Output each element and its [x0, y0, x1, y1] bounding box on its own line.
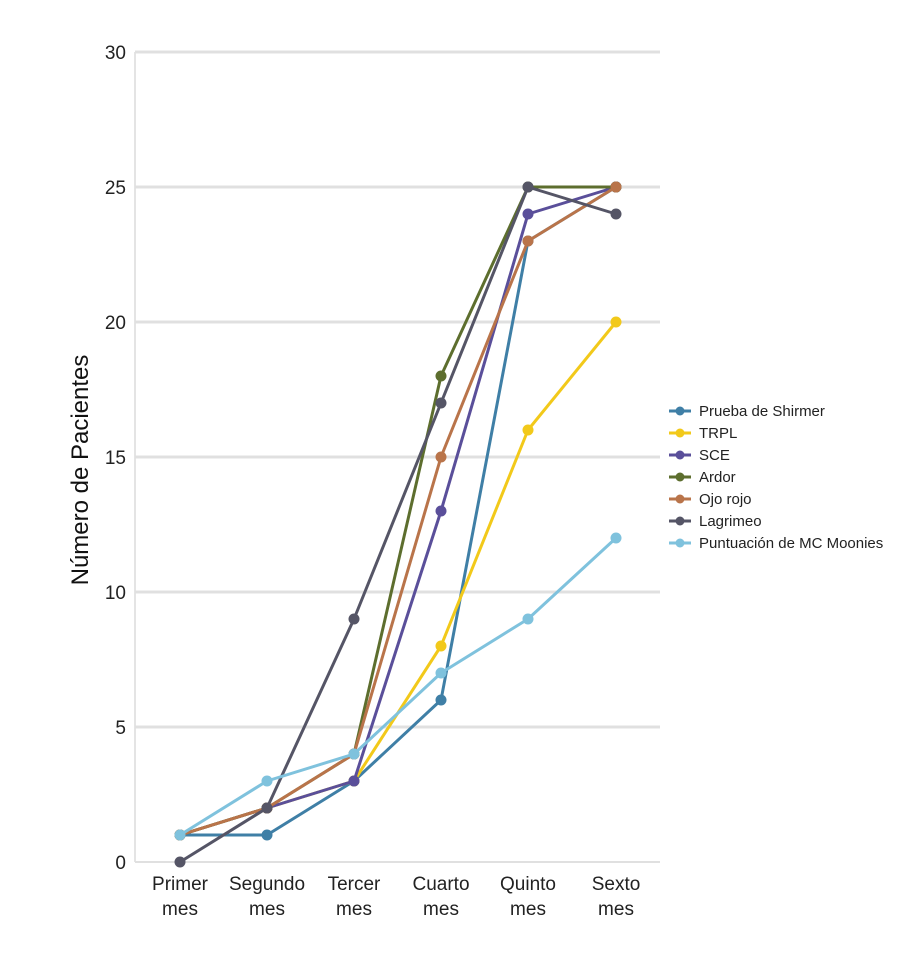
y-axis-label: Número de Pacientes: [67, 355, 94, 586]
legend-item: SCE: [669, 447, 730, 464]
x-tick-label: Quinto mes: [500, 874, 556, 920]
x-tick-label: Primer mes: [152, 874, 209, 920]
x-tick-label: Tercer mes: [328, 874, 381, 920]
y-tick-label: 10: [105, 583, 126, 604]
data-point: [522, 613, 534, 625]
data-point: [610, 208, 622, 220]
data-point: [435, 694, 447, 706]
legend-item: Ardor: [669, 469, 736, 486]
legend-item: Prueba de Shirmer: [669, 403, 825, 420]
legend-item: Ojo rojo: [669, 491, 752, 508]
data-point: [348, 613, 360, 625]
series-6: [174, 532, 622, 841]
y-axis-ticks: 0 5 10 15 20 25 30: [105, 43, 126, 874]
data-point: [435, 640, 447, 652]
legend-item: TRPL: [669, 425, 737, 442]
data-point: [610, 532, 622, 544]
y-tick-label: 15: [105, 448, 126, 469]
data-point: [261, 802, 273, 814]
data-point: [522, 235, 534, 247]
data-point: [522, 424, 534, 436]
legend-label: SCE: [699, 447, 730, 464]
legend-label: Lagrimeo: [699, 513, 762, 530]
legend-label: Ojo rojo: [699, 491, 752, 508]
data-point: [348, 775, 360, 787]
legend-label: Puntuación de MC Moonies: [699, 535, 883, 552]
legend-label: Ardor: [699, 469, 736, 486]
series-line: [179, 536, 618, 837]
data-point: [435, 451, 447, 463]
legend-label: Prueba de Shirmer: [699, 403, 825, 420]
data-point: [174, 829, 186, 841]
data-point: [348, 748, 360, 760]
data-point: [522, 181, 534, 193]
legend-marker: [675, 516, 685, 526]
y-tick-label: 30: [105, 43, 126, 64]
legend-marker: [675, 538, 685, 548]
series-line: [179, 185, 617, 837]
x-tick-label: Cuarto mes: [412, 874, 469, 920]
data-point: [174, 856, 186, 868]
data-point: [435, 397, 447, 409]
data-point: [435, 505, 447, 517]
legend: Prueba de Shirmer TRPL SCE Ardor Ojo rojo Lag…: [669, 403, 883, 552]
series-1: [174, 316, 622, 841]
data-point: [435, 370, 447, 382]
legend-marker: [675, 428, 685, 438]
data-point: [261, 775, 273, 787]
data-point: [610, 181, 622, 193]
legend-label: TRPL: [699, 425, 737, 442]
legend-marker: [675, 450, 685, 460]
x-axis-ticks: Primer mes Segundo mes Tercer mes Cuarto mes Qui…: [152, 874, 640, 920]
grid-lines: [134, 50, 660, 863]
y-tick-label: 25: [105, 178, 126, 199]
legend-item: Lagrimeo: [669, 513, 762, 530]
x-tick-label: Segundo mes: [229, 874, 305, 920]
y-tick-label: 20: [105, 313, 126, 334]
legend-marker: [675, 406, 685, 416]
y-tick-label: 0: [115, 853, 126, 874]
legend-item: Puntuación de MC Moonies: [669, 535, 883, 552]
series-5: [174, 181, 622, 868]
legend-marker: [675, 494, 685, 504]
x-tick-label: Sexto mes: [592, 874, 641, 920]
data-point: [261, 829, 273, 841]
data-point: [610, 316, 622, 328]
y-tick-label: 5: [115, 718, 126, 739]
series-lines: [174, 181, 622, 868]
series-line: [179, 185, 617, 864]
data-point: [522, 208, 534, 220]
series-line: [179, 321, 618, 837]
legend-marker: [675, 472, 685, 482]
data-point: [435, 667, 447, 679]
